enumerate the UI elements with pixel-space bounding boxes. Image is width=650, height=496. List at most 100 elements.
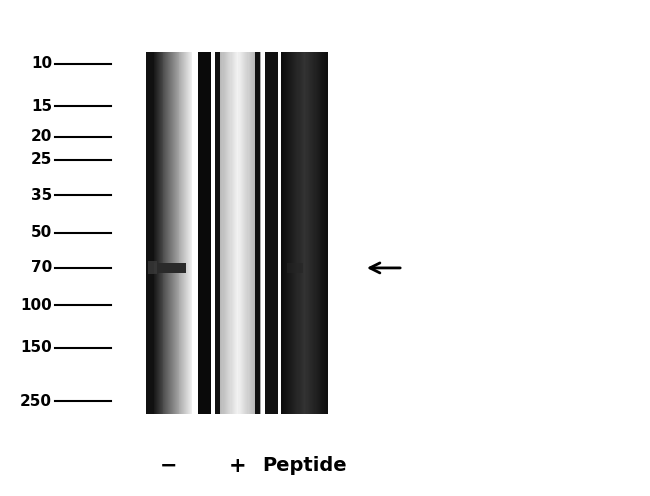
Bar — [307, 52, 309, 414]
Bar — [233, 52, 235, 414]
Bar — [289, 52, 291, 414]
Bar — [224, 52, 226, 414]
Bar — [310, 52, 311, 414]
Bar — [237, 52, 239, 414]
Bar — [187, 52, 188, 414]
Bar — [236, 52, 238, 414]
Bar — [292, 52, 293, 414]
Text: 15: 15 — [31, 99, 52, 114]
Bar — [306, 52, 307, 414]
Bar — [243, 52, 245, 414]
Bar — [265, 52, 278, 414]
Bar — [254, 52, 256, 414]
Bar — [288, 52, 290, 414]
Bar — [321, 52, 323, 414]
Bar — [159, 52, 161, 414]
Bar — [228, 52, 230, 414]
Bar — [176, 52, 177, 414]
Bar — [318, 52, 320, 414]
Bar — [281, 52, 327, 414]
Bar — [291, 52, 292, 414]
Bar — [190, 52, 192, 414]
Bar — [302, 52, 304, 414]
Bar — [304, 52, 306, 414]
Bar — [284, 52, 285, 414]
Bar — [154, 52, 155, 414]
Bar — [218, 52, 220, 414]
Bar — [248, 52, 250, 414]
Bar — [157, 52, 159, 414]
Bar — [221, 52, 223, 414]
Bar — [229, 52, 231, 414]
Bar — [313, 52, 315, 414]
Bar — [317, 52, 318, 414]
Bar — [316, 52, 317, 414]
Bar — [251, 52, 253, 414]
Bar — [183, 52, 185, 414]
Bar — [173, 52, 174, 414]
Bar — [214, 52, 220, 414]
Bar — [235, 52, 237, 414]
Bar — [325, 52, 326, 414]
Bar — [245, 52, 247, 414]
Bar — [164, 52, 165, 414]
Bar — [220, 52, 222, 414]
Bar — [285, 52, 287, 414]
Bar — [171, 52, 173, 414]
Bar — [172, 52, 174, 414]
Bar — [296, 52, 298, 414]
Bar — [239, 52, 240, 414]
Bar — [168, 52, 170, 414]
Bar — [315, 52, 316, 414]
Bar — [255, 52, 257, 414]
Bar — [250, 52, 252, 414]
Bar — [198, 52, 211, 414]
Text: +: + — [228, 456, 246, 476]
Bar — [254, 52, 255, 414]
Text: 70: 70 — [31, 260, 52, 275]
Bar — [257, 52, 259, 414]
Bar — [217, 52, 218, 414]
Bar — [281, 52, 283, 414]
Bar — [148, 261, 157, 274]
Bar — [177, 52, 178, 414]
Bar — [185, 52, 187, 414]
Bar — [287, 52, 289, 414]
Bar — [182, 52, 184, 414]
Text: Peptide: Peptide — [262, 456, 346, 475]
Bar — [259, 52, 261, 414]
Bar — [181, 52, 183, 414]
Bar — [158, 52, 159, 414]
Bar — [295, 52, 297, 414]
Bar — [240, 52, 242, 414]
Bar — [257, 52, 259, 414]
Bar — [319, 52, 320, 414]
Bar — [219, 52, 221, 414]
Bar — [242, 52, 244, 414]
Bar — [162, 52, 163, 414]
Bar — [255, 52, 260, 414]
Bar — [164, 52, 166, 414]
Bar — [165, 52, 167, 414]
Bar — [160, 52, 161, 414]
Bar — [226, 52, 228, 414]
Bar — [191, 52, 192, 414]
Bar — [162, 52, 164, 414]
Bar — [311, 52, 313, 414]
Bar — [216, 52, 217, 414]
Bar — [286, 52, 288, 414]
Bar — [156, 52, 157, 414]
Bar — [174, 52, 176, 414]
Bar — [225, 52, 227, 414]
Text: 250: 250 — [20, 394, 52, 409]
Bar — [170, 52, 172, 414]
Text: 25: 25 — [31, 152, 52, 168]
Bar — [303, 52, 305, 414]
Bar — [214, 52, 260, 414]
Bar — [161, 52, 162, 414]
Bar — [166, 52, 168, 414]
Text: 20: 20 — [31, 129, 52, 144]
Bar — [175, 52, 176, 414]
Bar — [222, 52, 224, 414]
Bar — [301, 52, 302, 414]
